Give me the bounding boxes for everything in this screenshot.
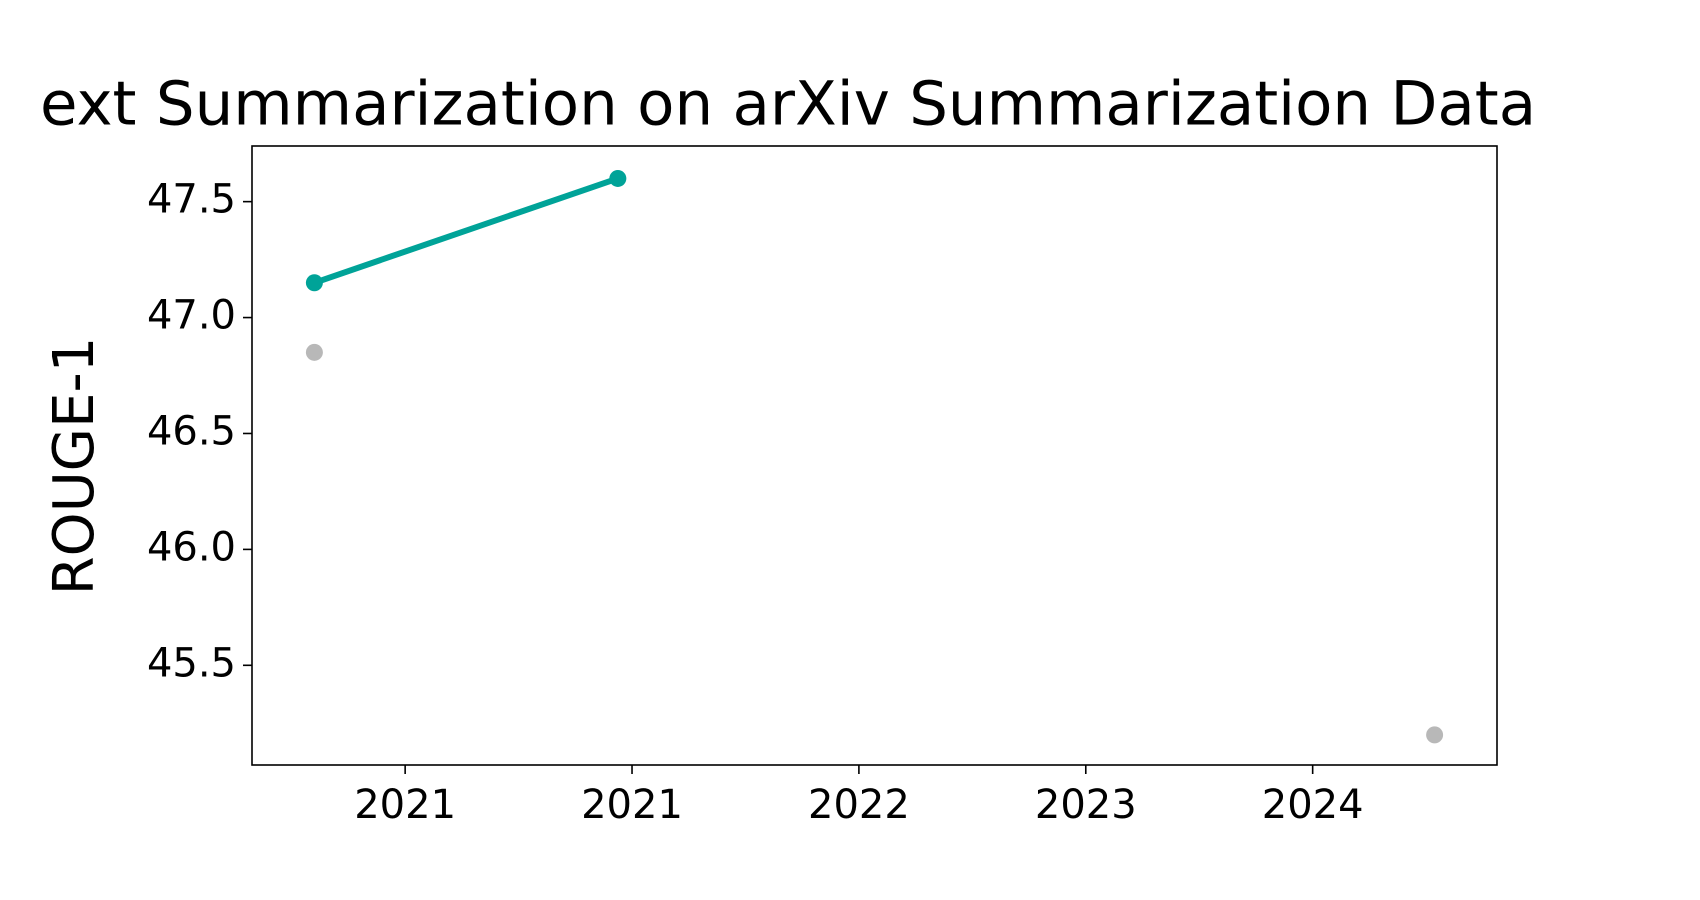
- chart-title: ext Summarization on arXiv Summarization…: [40, 69, 1536, 140]
- y-tick-label: 45.5: [147, 640, 236, 686]
- plot-frame: [251, 145, 1498, 766]
- y-axis-label: ROUGE-1: [42, 337, 107, 596]
- x-tick-label: 2024: [1262, 782, 1364, 828]
- y-tick-label: 47.5: [147, 177, 236, 223]
- data-point: [305, 274, 323, 292]
- x-tick-label: 2021: [581, 782, 683, 828]
- data-point: [305, 343, 323, 361]
- x-tick-label: 2021: [354, 782, 456, 828]
- data-point: [1426, 726, 1444, 744]
- x-tick-label: 2023: [1035, 782, 1137, 828]
- y-tick-label: 47.0: [147, 293, 236, 339]
- data-point: [609, 169, 627, 187]
- series-line: [313, 175, 619, 286]
- y-tick-label: 46.5: [147, 408, 236, 454]
- x-tick-label: 2022: [808, 782, 910, 828]
- y-tick-label: 46.0: [147, 524, 236, 570]
